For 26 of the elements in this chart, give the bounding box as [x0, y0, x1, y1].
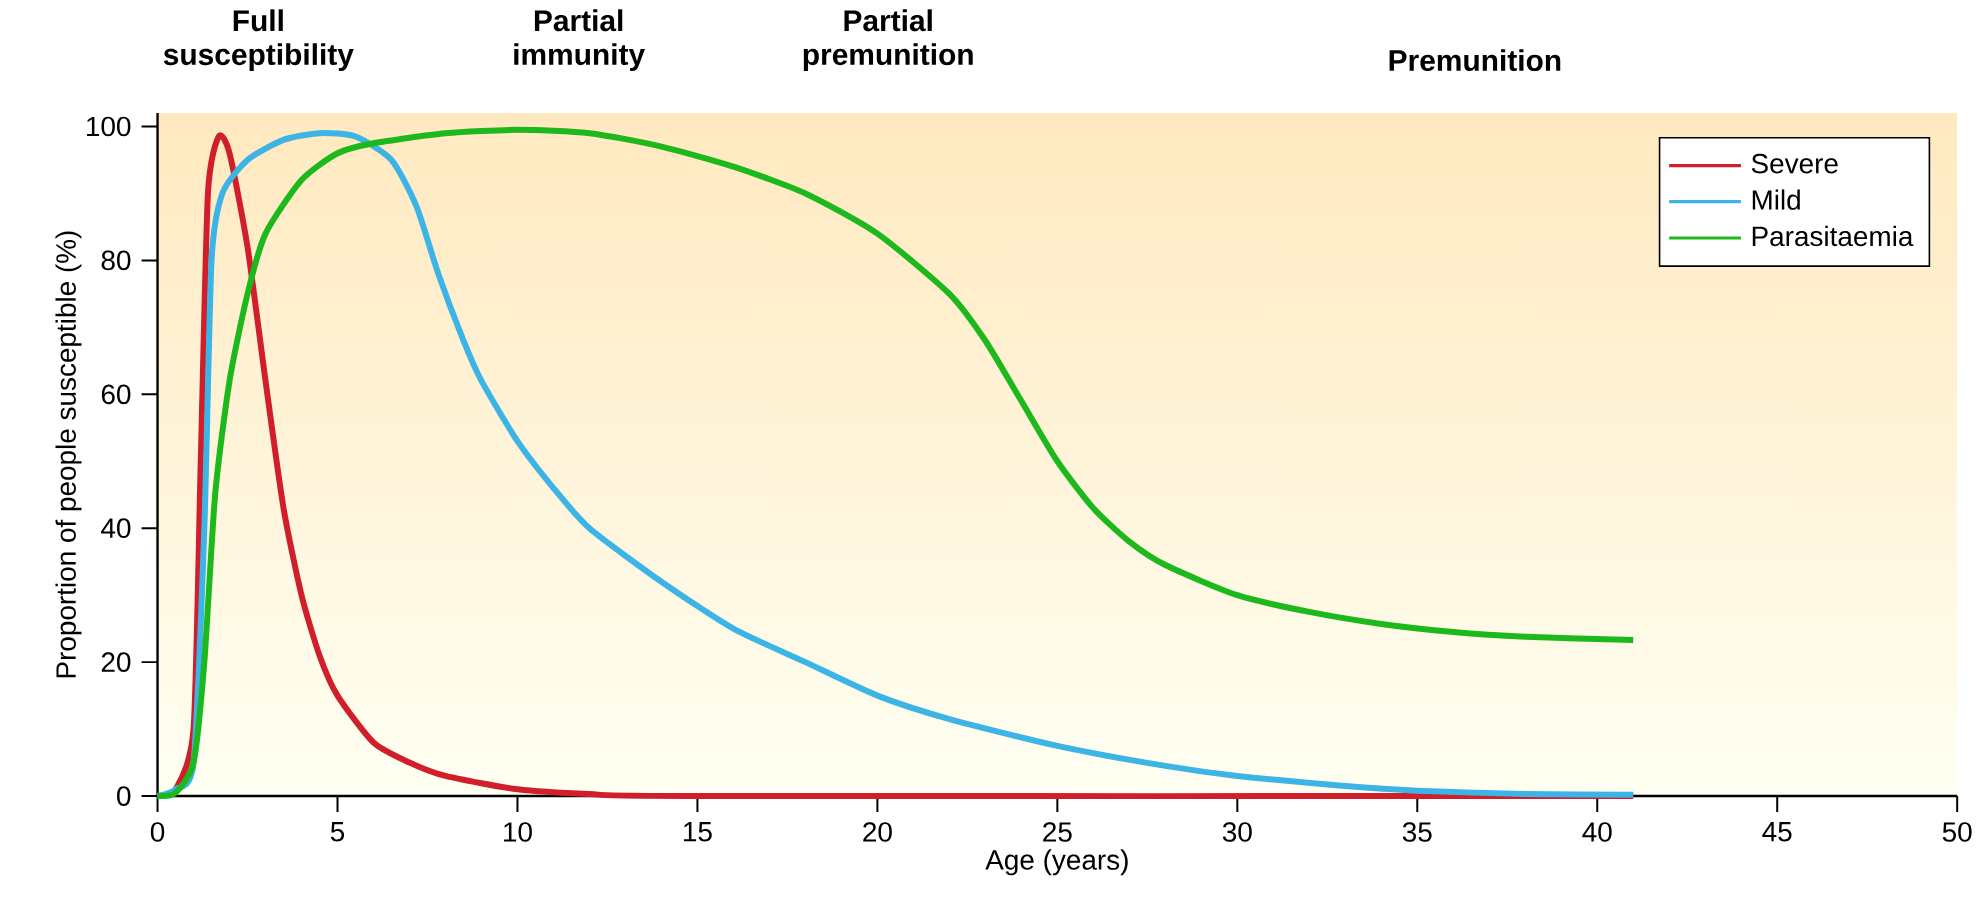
legend-label: Mild [1752, 189, 1800, 211]
y-tick-label: 80 [101, 250, 131, 271]
x-tick-label: 50 [1942, 822, 1972, 842]
y-axis-title: Proportion of people susceptible (%) [55, 231, 82, 678]
x-tick-label: 25 [1043, 822, 1072, 842]
x-tick-label: 20 [863, 822, 892, 842]
text: Partial immunity [514, 9, 645, 72]
legend-label: Parasitaemia [1752, 225, 1914, 247]
x-tick-label: 0 [150, 822, 165, 842]
x-tick-label: 45 [1762, 822, 1792, 842]
legend-label: Severe [1751, 153, 1838, 174]
y-tick-label: 100 [87, 116, 131, 137]
y-tick-label: 20 [101, 652, 131, 673]
x-tick-label: 40 [1582, 822, 1612, 842]
text: Full susceptibility [163, 9, 354, 72]
y-tick-label: 60 [101, 384, 131, 405]
text: Partial premunition [803, 9, 973, 72]
text: Premunition [1389, 49, 1561, 72]
y-tick-label: 0 [117, 786, 131, 807]
x-tick-label: 5 [330, 822, 345, 842]
y-tick-label: 40 [101, 518, 131, 539]
x-tick-label: 35 [1402, 822, 1432, 842]
x-tick-label: 30 [1222, 822, 1252, 842]
x-tick-label: 10 [504, 822, 532, 842]
x-axis-title: Age (years) [985, 849, 1128, 876]
x-tick-label: 15 [684, 822, 712, 842]
